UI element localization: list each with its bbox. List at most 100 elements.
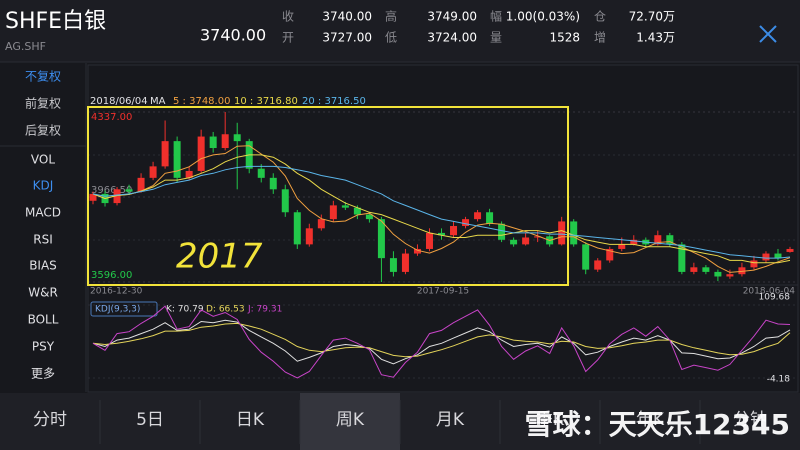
candle-body xyxy=(666,235,674,245)
candle-body xyxy=(401,253,409,272)
candle-body xyxy=(317,219,325,229)
legend-entry: K: 70.79 xyxy=(166,305,204,315)
close-icon[interactable] xyxy=(759,25,777,43)
tab[interactable]: 日K xyxy=(236,410,265,430)
stat-value: 1.43万 xyxy=(636,31,675,45)
stat-value: 3727.00 xyxy=(322,31,372,45)
series-line xyxy=(92,165,791,259)
kdj-chart: 109.68 -4.18 KDJ(9,3,3) K: 70.79 D: 66.53 J: … xyxy=(88,293,798,385)
tab[interactable]: 5日 xyxy=(136,410,164,430)
series-line xyxy=(92,305,791,379)
header-bar xyxy=(0,0,800,62)
candle-body xyxy=(185,170,193,178)
candle-body xyxy=(510,239,518,245)
candle-body xyxy=(618,244,626,249)
y-tick-label: 3596.00 xyxy=(91,270,132,281)
candle-body xyxy=(702,267,710,272)
y-tick-label: 109.68 xyxy=(759,293,791,303)
legend-entry: 10 : 3716.80 xyxy=(234,96,298,107)
indicator-option[interactable]: BOLL xyxy=(28,313,59,327)
candle-body xyxy=(462,219,470,227)
main-chart: 4337.00 3966.50 3596.00 2018/06/04 MA 5 : 374… xyxy=(88,96,798,297)
y-tick-label: 3966.50 xyxy=(91,185,132,196)
indicator-option[interactable]: W&R xyxy=(28,286,58,300)
last-price: 3740.00 xyxy=(200,26,266,45)
stat-value: 1.00(0.03%) xyxy=(506,10,580,24)
y-tick-label: 4337.00 xyxy=(91,112,132,123)
tab-selected[interactable] xyxy=(300,393,400,450)
candle-body xyxy=(257,168,265,178)
candle-body xyxy=(714,271,722,277)
candle-body xyxy=(413,248,421,254)
candle-body xyxy=(233,134,241,142)
candle-body xyxy=(498,223,506,240)
indicator-option[interactable]: KDJ xyxy=(33,179,54,193)
candle-body xyxy=(654,235,662,245)
indicator-option[interactable]: PSY xyxy=(32,340,55,354)
adjust-option[interactable]: 不复权 xyxy=(25,70,61,84)
series-line xyxy=(92,145,791,273)
candle-body xyxy=(726,274,734,277)
indicator-option[interactable]: VOL xyxy=(31,153,55,167)
legend-entry: 5 : 3748.00 xyxy=(173,96,230,107)
tab[interactable]: 周K xyxy=(336,410,365,430)
annotation: 2017 xyxy=(176,237,263,277)
stat-label: 高 xyxy=(385,9,397,24)
candle-body xyxy=(137,177,145,192)
close-button[interactable] xyxy=(759,25,777,43)
candle-body xyxy=(738,267,746,275)
candle-body xyxy=(365,214,373,220)
stat-label: 收 xyxy=(282,10,294,24)
adjust-option[interactable]: 前复权 xyxy=(25,96,61,111)
indicator-box xyxy=(90,301,158,317)
stat-label: 幅 xyxy=(490,9,502,24)
candle-body xyxy=(450,226,458,236)
candle-body xyxy=(606,248,614,261)
candle-body xyxy=(558,221,566,245)
adjust-option[interactable]: 后复权 xyxy=(25,124,61,138)
candle-body xyxy=(329,205,337,220)
candle-body xyxy=(630,239,638,245)
highlight-box xyxy=(87,106,569,286)
stat-label: 量 xyxy=(490,31,502,45)
indicator-option[interactable]: RSI xyxy=(33,233,53,247)
stat-label: 开 xyxy=(282,31,294,45)
candle-body xyxy=(690,267,698,272)
stat-value: 3749.00 xyxy=(427,10,477,24)
legend-entry: D: 66.53 xyxy=(206,305,245,315)
series-line xyxy=(92,322,791,358)
tab[interactable]: 分时 xyxy=(33,410,67,430)
candle-body xyxy=(281,189,289,213)
stat-value: 3740.00 xyxy=(322,10,372,24)
candle-body xyxy=(125,189,133,192)
instrument-name: SHFE白银 xyxy=(5,9,106,34)
legend-entry: J: 79.31 xyxy=(247,305,282,315)
tab[interactable]: 分钟 xyxy=(733,410,767,430)
candle-body xyxy=(89,193,97,201)
candle-body xyxy=(353,207,361,215)
indicator-option[interactable]: MACD xyxy=(25,206,61,220)
candle-body xyxy=(534,236,542,238)
stat-label: 增 xyxy=(594,31,606,45)
tab[interactable]: 年K xyxy=(636,410,665,430)
candle-body xyxy=(305,228,313,245)
tab[interactable]: 月K xyxy=(436,410,465,430)
info-date: 2018/06/04 xyxy=(90,96,148,107)
candle-body xyxy=(750,260,758,268)
candle-body xyxy=(293,212,301,245)
candle-body xyxy=(209,136,217,149)
candle-body xyxy=(594,260,602,270)
stat-label: 低 xyxy=(385,31,397,45)
stat-label: 仓 xyxy=(594,10,606,24)
candle-body xyxy=(522,237,530,245)
legend-entry: 20 : 3716.50 xyxy=(302,96,366,107)
candle-body xyxy=(762,253,770,261)
candle-body xyxy=(774,253,782,259)
tab[interactable]: 季K xyxy=(536,410,565,430)
indicator-option[interactable]: 更多 xyxy=(31,367,55,381)
indicator-option[interactable]: BIAS xyxy=(29,259,57,273)
x-tick-label: 2016-12-30 xyxy=(90,287,143,297)
candle-body xyxy=(678,244,686,272)
